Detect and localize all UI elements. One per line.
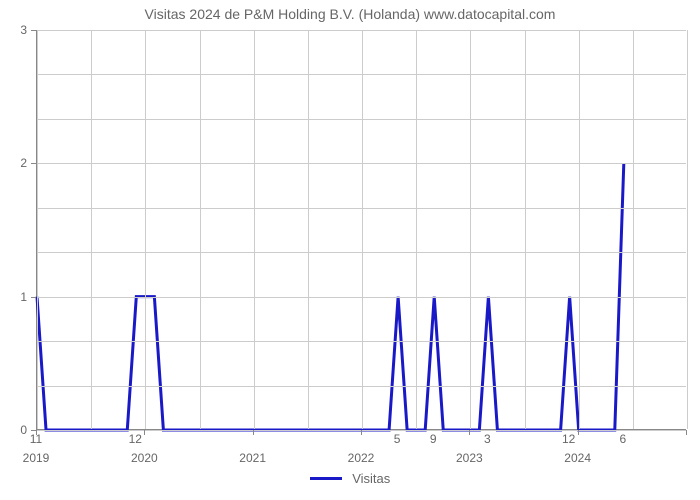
- grid-line-horizontal: [37, 74, 686, 75]
- x-tick: [469, 430, 470, 435]
- grid-line-vertical: [579, 30, 580, 429]
- grid-line-vertical: [37, 30, 38, 429]
- point-label: 6: [619, 432, 626, 446]
- x-year-label: 2019: [23, 451, 50, 465]
- x-year-label: 2023: [456, 451, 483, 465]
- y-tick: [31, 30, 36, 31]
- point-label: 9: [430, 432, 437, 446]
- x-tick: [144, 430, 145, 435]
- x-year-label: 2024: [564, 451, 591, 465]
- point-label: 12: [562, 432, 575, 446]
- x-tick: [578, 430, 579, 435]
- grid-line-vertical: [254, 30, 255, 429]
- grid-line-horizontal: [37, 163, 686, 164]
- grid-line-horizontal: [37, 341, 686, 342]
- legend-label: Visitas: [352, 471, 390, 486]
- y-tick-label: 2: [0, 156, 27, 170]
- point-label: 5: [394, 432, 401, 446]
- grid-line-horizontal: [37, 252, 686, 253]
- grid-line-vertical: [416, 30, 417, 429]
- x-year-label: 2022: [348, 451, 375, 465]
- grid-line-vertical: [470, 30, 471, 429]
- grid-line-horizontal: [37, 208, 686, 209]
- grid-line-vertical: [91, 30, 92, 429]
- grid-line-horizontal: [37, 30, 686, 31]
- x-year-label: 2020: [131, 451, 158, 465]
- grid-line-vertical: [633, 30, 634, 429]
- legend-swatch: [310, 477, 342, 480]
- grid-line-vertical: [308, 30, 309, 429]
- point-label: 12: [129, 432, 142, 446]
- x-tick: [253, 430, 254, 435]
- chart-container: Visitas 2024 de P&M Holding B.V. (Holand…: [0, 0, 700, 500]
- y-tick-label: 1: [0, 290, 27, 304]
- plot-area: [36, 30, 686, 430]
- x-tick: [361, 430, 362, 435]
- point-label: 3: [484, 432, 491, 446]
- chart-title: Visitas 2024 de P&M Holding B.V. (Holand…: [0, 6, 700, 22]
- grid-line-horizontal: [37, 386, 686, 387]
- point-label: 11: [30, 432, 42, 446]
- y-tick: [31, 163, 36, 164]
- grid-line-vertical: [200, 30, 201, 429]
- grid-line-vertical: [362, 30, 363, 429]
- x-tick: [686, 430, 687, 435]
- grid-line-vertical: [687, 30, 688, 429]
- grid-line-vertical: [145, 30, 146, 429]
- y-tick: [31, 297, 36, 298]
- x-year-label: 2021: [239, 451, 266, 465]
- grid-line-horizontal: [37, 119, 686, 120]
- y-tick-label: 3: [0, 23, 27, 37]
- y-tick-label: 0: [0, 423, 27, 437]
- grid-line-vertical: [525, 30, 526, 429]
- grid-line-horizontal: [37, 297, 686, 298]
- legend: Visitas: [0, 470, 700, 498]
